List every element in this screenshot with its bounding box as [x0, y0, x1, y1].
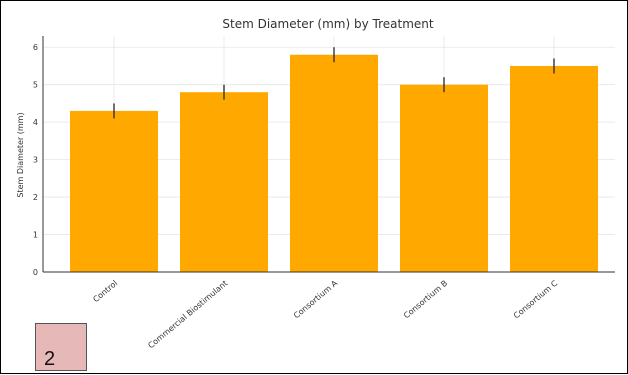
x-tick-label: Consortium B: [402, 279, 449, 321]
bar: [70, 110, 158, 273]
x-tick-label: Consortium A: [292, 278, 340, 320]
bar: [400, 84, 488, 272]
y-axis-label: Stem Diameter (mm): [16, 112, 25, 197]
y-tick-label: 6: [33, 43, 38, 52]
x-tick-label: Consortium C: [512, 278, 560, 320]
bar: [180, 92, 268, 272]
page-number-badge: 2: [35, 323, 87, 371]
bars: [70, 54, 598, 273]
y-tick-label: 3: [33, 156, 38, 165]
page-number: 2: [44, 348, 56, 370]
y-tick-label: 0: [33, 268, 38, 277]
x-tick-label: Commercial Biostimulant: [146, 279, 229, 351]
axes: [42, 36, 615, 273]
y-tick-labels: 0 1 2 3 4 5 6: [33, 43, 38, 277]
chart-title: Stem Diameter (mm) by Treatment: [222, 17, 433, 31]
error-bars: [113, 47, 555, 119]
bar: [510, 65, 598, 272]
y-tick-label: 1: [33, 231, 38, 240]
y-tick-label: 5: [33, 81, 38, 90]
y-tick-label: 4: [33, 118, 38, 127]
x-tick-labels: Control Commercial Biostimulant Consortium…: [91, 278, 559, 350]
bar: [290, 54, 378, 272]
x-tick-label: Control: [91, 279, 119, 304]
y-tick-label: 2: [33, 193, 38, 202]
